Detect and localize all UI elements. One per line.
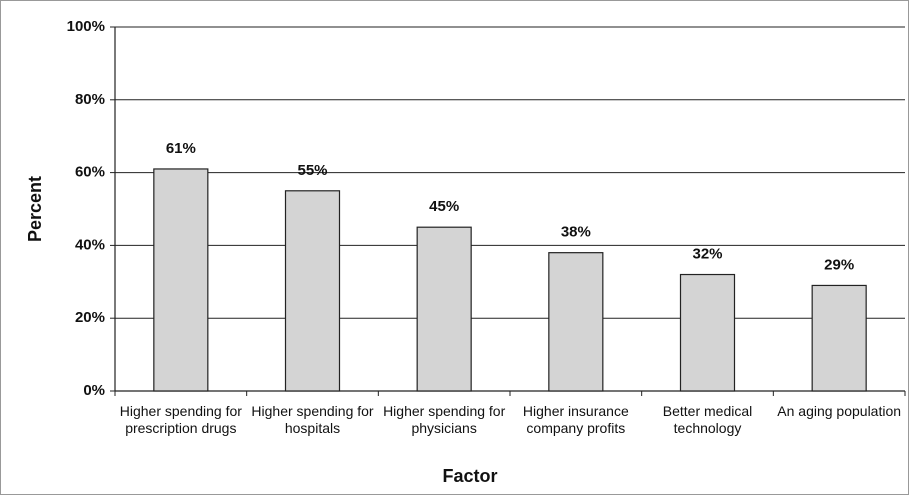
x-tick-label: Higher insurance company profits [522,403,629,436]
value-label: 45% [429,198,459,215]
bar [153,168,209,392]
bar [284,190,341,392]
value-label: 32% [692,245,722,262]
y-tick-label: 0% [83,382,105,399]
bar [416,226,472,392]
bar [679,273,736,392]
value-label: 29% [824,256,854,273]
y-tick-label: 100% [67,18,105,35]
bar [811,284,867,392]
x-tick-label: Better medical technology [662,403,753,436]
x-tick-label: An aging population [777,403,902,419]
value-label: 38% [561,224,591,241]
x-tick-label: Higher spending for physicians [383,403,506,436]
y-tick-label: 40% [75,236,105,253]
y-axis-title: Percent [25,176,45,242]
value-label: 55% [297,162,327,179]
x-axis-title: Factor [442,466,497,486]
x-tick-label: Higher spending for prescription drugs [119,403,242,436]
y-tick-label: 60% [75,164,105,181]
bar [548,252,604,392]
x-tick-label: Higher spending for hospitals [251,403,374,436]
value-label: 61% [166,140,196,157]
y-tick-label: 80% [75,91,105,108]
y-tick-label: 20% [75,309,105,326]
